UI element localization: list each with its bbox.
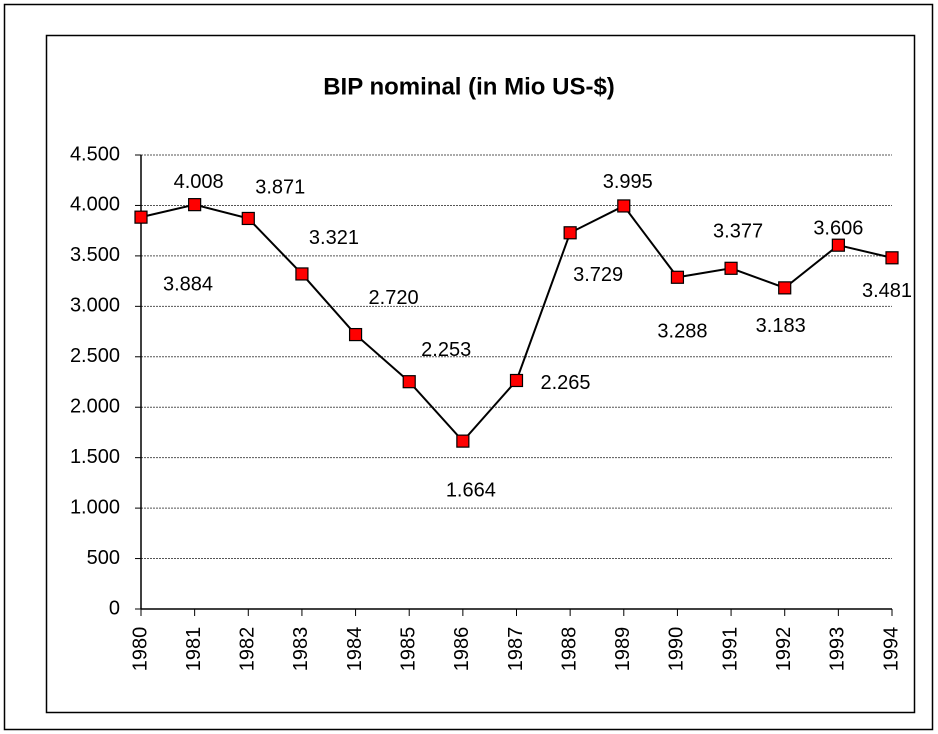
marker	[348, 327, 363, 342]
x-tick-label: 1982	[237, 627, 259, 672]
marker	[724, 261, 738, 275]
x-tick-label: 1991	[719, 627, 741, 672]
x-tick-label: 1993	[827, 627, 849, 672]
data-label: 3.288	[657, 321, 707, 343]
data-label: 3.884	[163, 273, 213, 295]
y-tick-label: 500	[87, 547, 120, 569]
marker	[778, 281, 792, 295]
x-tick-label: 1990	[666, 627, 688, 672]
y-tick-label: 3.500	[70, 244, 120, 266]
data-label: 3.871	[255, 177, 305, 199]
y-tick-label: 4.500	[70, 143, 120, 165]
data-label: 1.664	[446, 479, 496, 501]
data-label: 3.606	[813, 217, 863, 239]
x-tick-label: 1984	[344, 627, 366, 672]
x-tick-label: 1988	[558, 627, 580, 672]
data-label: 2.253	[421, 339, 471, 361]
y-tick-label: 2.500	[70, 345, 120, 367]
marker	[295, 267, 309, 281]
x-tick-label: 1994	[880, 627, 902, 672]
y-tick-label: 2.000	[70, 396, 120, 418]
x-tick-label: 1987	[505, 627, 527, 672]
data-label: 3.481	[862, 280, 912, 302]
data-label: 3.729	[573, 264, 623, 286]
x-tick-label: 1989	[612, 627, 634, 672]
marker	[402, 375, 416, 389]
x-tick-label: 1980	[129, 627, 151, 672]
marker	[509, 373, 524, 388]
x-tick-label: 1983	[290, 627, 312, 672]
data-label: 3.377	[713, 221, 763, 243]
y-tick-label: 3.000	[70, 295, 120, 317]
marker	[134, 210, 148, 224]
marker	[617, 199, 631, 213]
x-tick-label: 1986	[451, 627, 473, 672]
data-label: 4.008	[174, 171, 224, 193]
marker	[456, 434, 470, 448]
y-tick-label: 4.000	[70, 194, 120, 216]
data-label: 3.321	[309, 227, 359, 249]
data-label: 2.265	[540, 372, 590, 394]
y-tick-label: 1.500	[70, 446, 120, 468]
marker	[670, 270, 685, 284]
x-tick-label: 1985	[397, 627, 419, 672]
data-label: 2.720	[369, 287, 419, 309]
marker	[241, 211, 255, 226]
marker	[188, 198, 202, 212]
marker	[831, 238, 845, 252]
y-tick-label: 0	[109, 597, 120, 619]
y-tick-label: 1.000	[70, 496, 120, 518]
data-label: 3.183	[756, 315, 806, 337]
x-tick-label: 1992	[773, 627, 795, 672]
chart-frame	[45, 34, 916, 714]
marker	[563, 226, 577, 240]
data-label: 3.995	[603, 171, 653, 193]
marker	[885, 251, 899, 265]
x-tick-label: 1981	[183, 627, 205, 672]
chart-title: BIP nominal (in Mio US-$)	[323, 73, 615, 100]
